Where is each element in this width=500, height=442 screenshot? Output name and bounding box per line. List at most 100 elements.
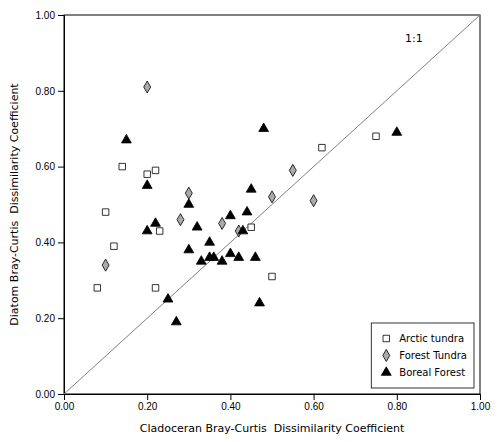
y-tick-label: 0.00 xyxy=(36,389,56,400)
x-tick: 0.60 xyxy=(304,394,324,412)
x-axis-line xyxy=(65,395,481,401)
reference-line-label: 1:1 xyxy=(405,32,423,45)
x-axis-title: Cladoceran Bray-Curtis Dissimilarity Coe… xyxy=(140,422,405,435)
point xyxy=(319,144,325,150)
point xyxy=(177,214,184,226)
x-tick-label: 0.60 xyxy=(304,401,324,412)
y-tick-label: 0.40 xyxy=(36,237,56,248)
point xyxy=(373,133,379,139)
point xyxy=(246,184,256,193)
point xyxy=(163,294,173,303)
legend-label: Arctic tundra xyxy=(399,333,464,344)
y-tick-mark xyxy=(58,318,64,319)
legend-entry: Forest Tundra xyxy=(383,349,467,361)
point xyxy=(225,248,235,257)
x-tick: 0.80 xyxy=(388,394,408,412)
y-tick-mark xyxy=(58,91,64,92)
x-tick: 0.40 xyxy=(221,394,241,412)
x-tick-mark xyxy=(230,394,231,400)
series xyxy=(94,133,379,291)
y-tick-mark xyxy=(58,15,64,16)
x-tick-mark xyxy=(147,394,148,400)
point xyxy=(151,218,161,227)
y-tick-label: 1.00 xyxy=(36,10,56,21)
x-tick-label: 0.40 xyxy=(221,401,241,412)
point xyxy=(152,167,158,173)
reference-line xyxy=(64,15,480,394)
y-tick: 0.00 xyxy=(36,389,64,400)
point xyxy=(269,273,275,279)
y-tick: 0.20 xyxy=(36,313,64,324)
point xyxy=(102,209,108,215)
point xyxy=(209,252,219,261)
point xyxy=(152,285,158,291)
point xyxy=(119,163,125,169)
legend: Arctic tundra Forest Tundra Boreal Forest xyxy=(371,323,474,388)
point xyxy=(269,191,276,203)
point xyxy=(192,222,202,231)
x-tick: 1.00 xyxy=(471,394,491,412)
x-tick-label: 1.00 xyxy=(471,401,491,412)
point xyxy=(289,164,296,176)
point xyxy=(171,316,181,325)
legend-box xyxy=(371,323,474,388)
point xyxy=(111,243,117,249)
legend-label: Boreal Forest xyxy=(399,367,465,378)
x-tick-mark xyxy=(314,394,315,400)
y-tick: 1.00 xyxy=(36,10,64,21)
point xyxy=(156,228,162,234)
y-tick: 0.60 xyxy=(36,161,64,172)
point xyxy=(234,252,244,261)
x-tick-label: 0.80 xyxy=(388,401,408,412)
point xyxy=(250,252,260,261)
plot-frame xyxy=(64,15,480,394)
legend-symbol xyxy=(383,335,389,341)
series xyxy=(102,81,317,271)
y-axis-title: Diatom Bray-Curtis Dissimilarity Coeffic… xyxy=(8,83,21,326)
point xyxy=(102,259,109,271)
plot: 0.00 0.20 0.40 0.60 0.80 1.00 0.00 0.20 0.40 0.60… xyxy=(8,10,491,435)
x-tick-label: 0.20 xyxy=(138,401,158,412)
point xyxy=(121,134,131,143)
point xyxy=(94,285,100,291)
point xyxy=(142,180,152,189)
x-tick: 0.20 xyxy=(138,394,158,412)
point xyxy=(392,127,402,136)
x-axis: 0.00 0.20 0.40 0.60 0.80 1.00 xyxy=(55,394,491,412)
legend-symbol xyxy=(381,367,391,376)
legend-entry: Arctic tundra xyxy=(383,333,464,344)
point xyxy=(205,237,215,246)
y-tick: 0.40 xyxy=(36,237,64,248)
y-tick: 0.80 xyxy=(36,86,64,97)
y-tick-mark xyxy=(58,394,64,395)
point xyxy=(185,187,192,199)
x-tick-label: 0.00 xyxy=(55,401,75,412)
marks xyxy=(64,15,480,394)
point xyxy=(144,81,151,93)
point xyxy=(144,171,150,177)
x-tick-mark xyxy=(480,394,481,400)
legend-label: Forest Tundra xyxy=(399,350,467,361)
point xyxy=(184,244,194,253)
legend-entry: Boreal Forest xyxy=(381,367,465,378)
point xyxy=(184,199,194,208)
y-tick-mark xyxy=(58,242,64,243)
y-tick-label: 0.20 xyxy=(36,313,56,324)
point xyxy=(248,224,254,230)
point xyxy=(310,195,317,207)
point xyxy=(219,217,226,229)
chart: 0.00 0.20 0.40 0.60 0.80 1.00 0.00 0.20 0.40 0.60… xyxy=(0,0,500,442)
series xyxy=(121,123,401,325)
point xyxy=(255,297,265,306)
x-tick: 0.00 xyxy=(55,394,75,412)
y-tick-mark xyxy=(58,167,64,168)
y-tick-label: 0.80 xyxy=(36,86,56,97)
x-tick-mark xyxy=(397,394,398,400)
y-axis: 0.00 0.20 0.40 0.60 0.80 1.00 xyxy=(36,10,65,400)
point xyxy=(238,225,248,234)
point xyxy=(225,210,235,219)
legend-symbol xyxy=(383,349,390,361)
point xyxy=(259,123,269,132)
y-tick-label: 0.60 xyxy=(36,161,56,172)
point xyxy=(242,206,252,215)
